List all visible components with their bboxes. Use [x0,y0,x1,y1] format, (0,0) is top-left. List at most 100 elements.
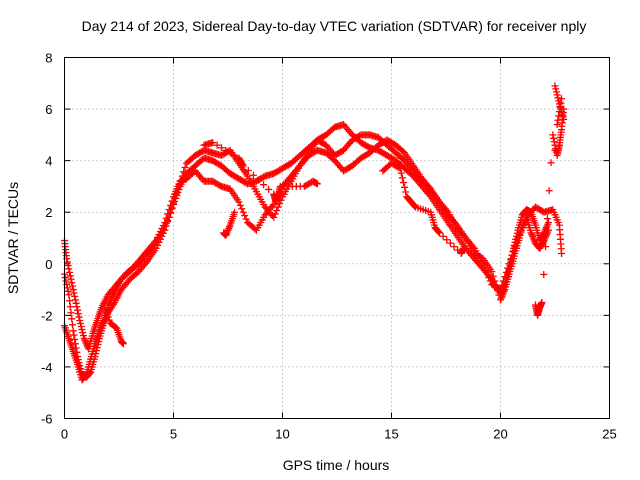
y-tick-label: 4 [45,154,52,169]
data-point [73,303,81,311]
data-point [521,217,529,225]
data-point [398,174,406,182]
data-point [226,149,234,157]
data-point [78,326,86,334]
data-point [66,303,74,311]
data-point [74,310,82,318]
data-point [67,275,75,283]
grid-lines [64,57,610,419]
data-point [558,249,566,257]
data-point [554,116,562,124]
data-point [560,115,568,123]
data-point [156,231,164,239]
data-point [64,262,72,270]
data-point [485,274,493,282]
data-point [241,212,249,220]
data-point [543,215,551,223]
data-point [62,277,70,285]
data-points [61,82,568,384]
data-point [66,272,74,280]
data-point [553,91,561,99]
data-point [238,205,246,213]
data-point [61,274,69,282]
data-point [512,238,520,246]
data-point [177,176,185,184]
y-tick-label: -2 [41,308,53,323]
data-point [63,284,71,292]
data-point [395,164,403,172]
series-scattered-segments [100,82,568,348]
data-point [242,215,250,223]
data-point [511,243,519,251]
data-point [231,208,239,216]
data-point [497,286,504,294]
series-track-c [61,131,566,353]
data-point [504,264,512,272]
data-point [401,183,409,191]
data-point [82,372,90,380]
data-point [70,289,78,297]
data-point [69,327,77,335]
data-point [178,172,186,180]
data-point [71,292,79,300]
x-tick-label: 5 [170,427,177,442]
data-point [76,317,84,325]
data-point [273,206,281,214]
tick-labels: 0 5 10 15 20 25 -6 -4 -2 0 2 4 6 8 [41,51,617,442]
data-point [71,340,79,348]
data-point [77,323,85,331]
data-point [239,208,247,216]
data-point [260,181,268,189]
data-point [498,281,506,289]
data-point [67,309,75,317]
data-point [65,265,73,273]
data-point [249,171,257,179]
data-point [75,313,83,321]
data-point [239,162,247,170]
data-point [104,313,112,321]
data-point [396,164,404,172]
data-point [244,167,252,175]
data-point [217,144,225,152]
data-point [517,227,525,235]
data-point [435,229,443,237]
data-point [486,277,494,285]
data-point [79,332,87,340]
data-point [172,190,180,198]
data-point [161,222,169,230]
data-point [501,273,509,281]
data-point [540,271,548,279]
data-point [505,260,513,268]
data-point [552,88,560,96]
data-point [174,185,182,193]
data-point [538,298,546,306]
data-point [518,224,526,232]
data-point [158,228,166,236]
x-axis-label: GPS time / hours [283,457,390,473]
data-point [165,213,173,221]
data-point [79,329,87,337]
data-point [499,277,507,285]
data-point [71,335,79,343]
data-point [68,315,76,323]
data-point [446,239,454,247]
data-point [271,210,279,218]
data-point [164,216,172,224]
data-point [213,141,221,149]
data-point [236,201,244,209]
data-point [105,316,113,324]
data-point [162,219,170,227]
plot-frame [64,57,610,419]
data-point [510,247,518,255]
y-tick-label: 8 [45,51,52,66]
data-point [100,301,108,309]
data-point [68,321,76,329]
data-point [66,268,74,276]
data-point [482,267,490,275]
data-point [539,238,547,246]
data-point [545,187,553,195]
axis-ticks [64,57,610,419]
data-point [450,243,458,251]
data-point [550,134,558,142]
data-point [159,225,167,233]
